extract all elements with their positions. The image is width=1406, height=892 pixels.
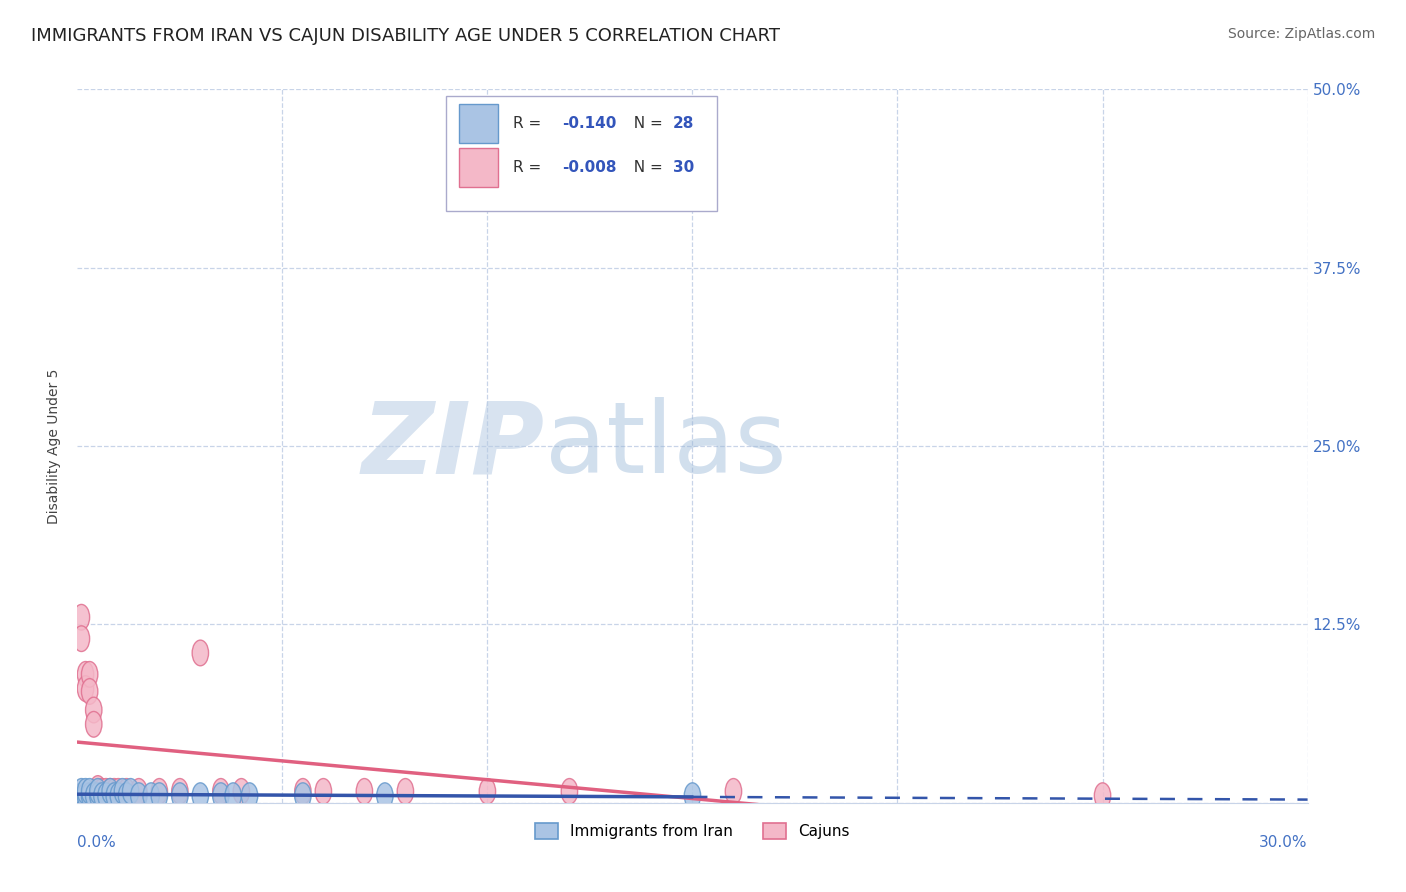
Ellipse shape — [90, 779, 105, 805]
Ellipse shape — [86, 783, 103, 808]
Ellipse shape — [94, 783, 110, 808]
FancyBboxPatch shape — [458, 148, 498, 187]
Ellipse shape — [295, 783, 311, 808]
Ellipse shape — [398, 779, 413, 805]
Ellipse shape — [82, 662, 98, 687]
Ellipse shape — [295, 779, 311, 805]
Ellipse shape — [73, 605, 90, 630]
Ellipse shape — [77, 783, 94, 808]
Text: 0.0%: 0.0% — [77, 835, 117, 850]
Text: N =: N = — [624, 161, 668, 175]
Ellipse shape — [152, 779, 167, 805]
Ellipse shape — [172, 779, 188, 805]
Ellipse shape — [212, 783, 229, 808]
Ellipse shape — [103, 779, 118, 805]
Text: 30: 30 — [673, 161, 695, 175]
Ellipse shape — [193, 783, 208, 808]
Ellipse shape — [118, 779, 135, 805]
Ellipse shape — [172, 783, 188, 808]
Ellipse shape — [114, 779, 131, 805]
Ellipse shape — [242, 783, 257, 808]
Y-axis label: Disability Age Under 5: Disability Age Under 5 — [48, 368, 62, 524]
Ellipse shape — [77, 676, 94, 701]
Ellipse shape — [86, 698, 103, 723]
Ellipse shape — [86, 712, 103, 737]
Ellipse shape — [315, 779, 332, 805]
Ellipse shape — [73, 626, 90, 651]
Ellipse shape — [73, 779, 90, 805]
Ellipse shape — [90, 783, 105, 808]
Ellipse shape — [131, 779, 148, 805]
Text: -0.008: -0.008 — [562, 161, 617, 175]
Ellipse shape — [1094, 783, 1111, 808]
Text: 28: 28 — [673, 116, 695, 131]
Text: N =: N = — [624, 116, 668, 131]
FancyBboxPatch shape — [458, 103, 498, 143]
Ellipse shape — [73, 783, 90, 808]
Text: R =: R = — [513, 161, 546, 175]
Text: R =: R = — [513, 116, 546, 131]
Ellipse shape — [98, 783, 114, 808]
Ellipse shape — [143, 783, 159, 808]
Ellipse shape — [561, 779, 578, 805]
Ellipse shape — [82, 779, 98, 805]
Ellipse shape — [356, 779, 373, 805]
Text: 30.0%: 30.0% — [1260, 835, 1308, 850]
Ellipse shape — [82, 679, 98, 705]
Ellipse shape — [118, 783, 135, 808]
Ellipse shape — [233, 779, 250, 805]
Ellipse shape — [725, 779, 742, 805]
Text: IMMIGRANTS FROM IRAN VS CAJUN DISABILITY AGE UNDER 5 CORRELATION CHART: IMMIGRANTS FROM IRAN VS CAJUN DISABILITY… — [31, 27, 780, 45]
Ellipse shape — [212, 779, 229, 805]
Ellipse shape — [479, 779, 496, 805]
Ellipse shape — [131, 783, 148, 808]
Text: Source: ZipAtlas.com: Source: ZipAtlas.com — [1227, 27, 1375, 41]
Ellipse shape — [77, 662, 94, 687]
Ellipse shape — [105, 779, 122, 805]
Ellipse shape — [77, 779, 94, 805]
Text: ZIP: ZIP — [361, 398, 546, 494]
Text: atlas: atlas — [546, 398, 786, 494]
Ellipse shape — [110, 783, 127, 808]
FancyBboxPatch shape — [447, 96, 717, 211]
Ellipse shape — [82, 783, 98, 808]
Legend: Immigrants from Iran, Cajuns: Immigrants from Iran, Cajuns — [529, 817, 856, 845]
Ellipse shape — [90, 779, 105, 805]
Ellipse shape — [90, 776, 105, 801]
Ellipse shape — [377, 783, 394, 808]
Ellipse shape — [152, 783, 167, 808]
Ellipse shape — [110, 779, 127, 805]
Ellipse shape — [122, 779, 139, 805]
Ellipse shape — [225, 783, 242, 808]
Ellipse shape — [193, 640, 208, 665]
Ellipse shape — [103, 779, 118, 805]
Ellipse shape — [105, 783, 122, 808]
Ellipse shape — [98, 779, 114, 805]
Text: -0.140: -0.140 — [562, 116, 616, 131]
Ellipse shape — [685, 783, 700, 808]
Ellipse shape — [94, 779, 110, 805]
